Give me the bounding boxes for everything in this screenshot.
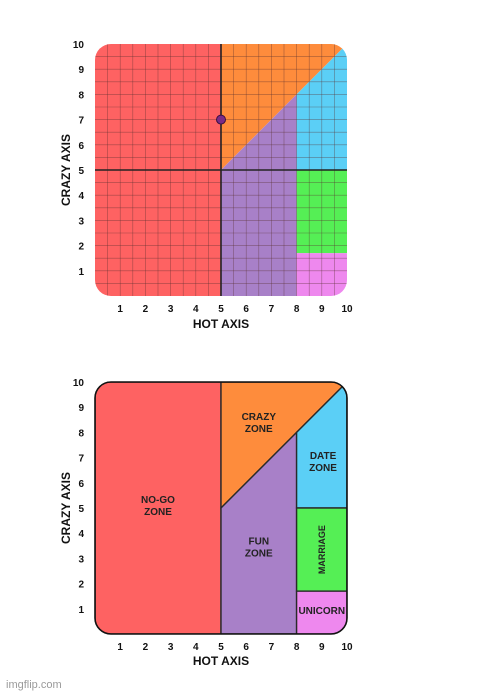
y-tick-label: 2: [78, 242, 84, 253]
x-tick-label: 9: [319, 304, 325, 315]
imgflip-watermark: imgflip.com: [6, 679, 62, 691]
x-tick-label: 1: [117, 642, 123, 653]
zone-label-crazy: CRAZY ZONE: [242, 412, 277, 435]
bottom-plot-area: [95, 382, 347, 634]
y-tick-label: 3: [78, 216, 84, 227]
y-tick-label: 7: [78, 454, 84, 465]
y-axis-title: CRAZY AXIS: [59, 134, 73, 206]
x-tick-label: 5: [218, 304, 224, 315]
y-tick-label: 7: [78, 116, 84, 127]
zone-label-unicorn: UNICORN: [298, 606, 345, 617]
y-tick-label: 8: [78, 428, 84, 439]
y-tick-label: 9: [78, 403, 84, 414]
x-axis-title: HOT AXIS: [193, 317, 249, 331]
y-tick-label: 10: [73, 378, 85, 389]
x-tick-label: 3: [168, 642, 174, 653]
y-tick-label: 5: [78, 166, 84, 177]
x-tick-label: 6: [243, 304, 249, 315]
data-point: [216, 114, 226, 125]
y-tick-label: 3: [78, 554, 84, 565]
x-axis-title: HOT AXIS: [193, 654, 249, 668]
y-axis-title: CRAZY AXIS: [59, 472, 73, 544]
x-tick-label: 8: [294, 642, 300, 653]
x-tick-label: 10: [341, 642, 353, 653]
x-tick-label: 1: [117, 304, 123, 315]
x-tick-label: 8: [294, 304, 300, 315]
x-tick-label: 9: [319, 642, 325, 653]
zone-date: [295, 382, 347, 509]
x-tick-label: 5: [218, 642, 224, 653]
zone-label-fun: FUN ZONE: [245, 537, 273, 560]
x-tick-label: 6: [243, 642, 249, 653]
y-tick-label: 8: [78, 90, 84, 101]
top-plot-area: [95, 44, 347, 296]
y-tick-label: 9: [78, 65, 84, 76]
y-tick-label: 10: [73, 40, 85, 51]
y-tick-label: 1: [78, 605, 84, 616]
x-tick-label: 2: [143, 642, 149, 653]
x-tick-label: 7: [269, 642, 275, 653]
plot-border: [94, 381, 348, 635]
y-tick-label: 2: [78, 580, 84, 591]
y-tick-label: 6: [78, 479, 84, 490]
x-tick-label: 7: [269, 304, 275, 315]
top-hot-crazy-matrix: 1 2 3 4 5 6 7 8 9 10 1 2 3 4 5 6 7 8 9 10 HOT AXIS CRAZY AXIS: [59, 40, 353, 331]
zone-label-nogo: NO-GO ZONE: [141, 495, 175, 518]
y-tick-label: 4: [78, 529, 84, 540]
y-tick-label: 4: [78, 191, 84, 202]
x-tick-label: 4: [193, 642, 199, 653]
x-tick-label: 10: [341, 304, 353, 315]
x-tick-label: 2: [143, 304, 149, 315]
y-tick-label: 5: [78, 504, 84, 515]
x-tick-label: 4: [193, 304, 199, 315]
y-tick-label: 1: [78, 267, 84, 278]
zone-label-date: DATE ZONE: [309, 451, 337, 474]
zone-label-marriage: MARRIAGE: [317, 525, 327, 574]
zone-fun: [220, 430, 298, 634]
y-tick-label: 6: [78, 141, 84, 152]
x-tick-label: 3: [168, 304, 174, 315]
